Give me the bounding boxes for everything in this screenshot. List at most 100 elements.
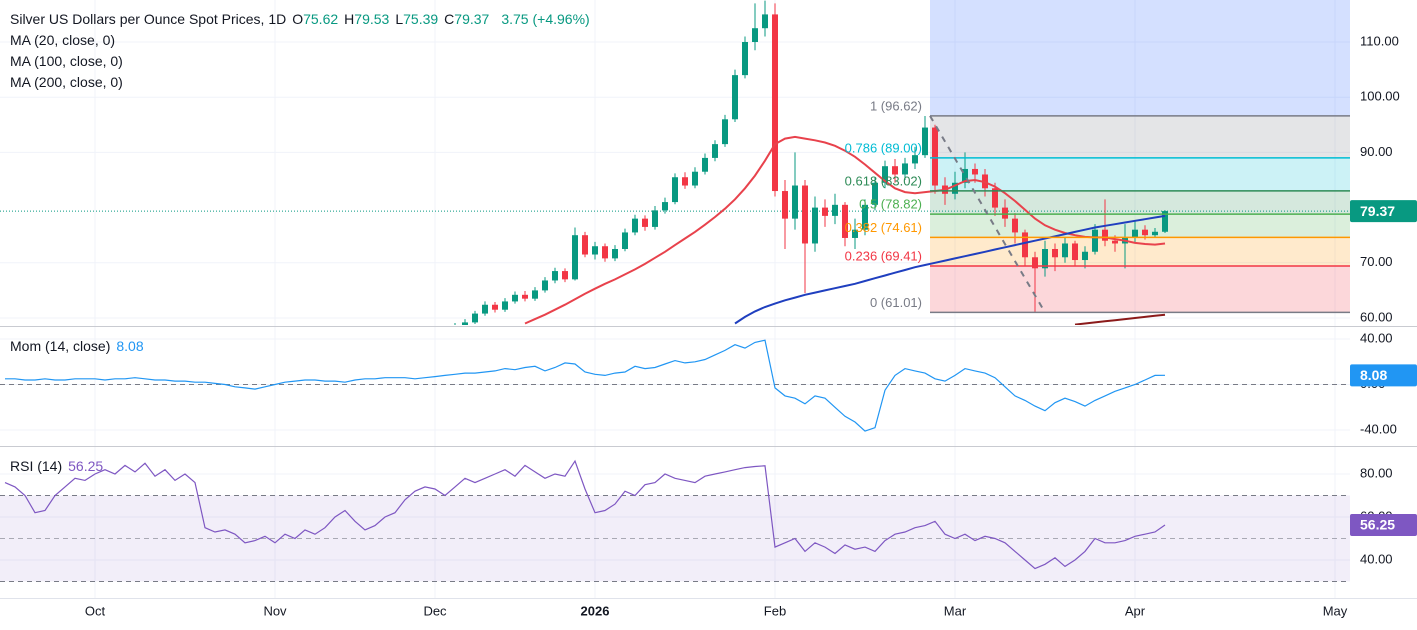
x-tick-label: Mar [944, 603, 967, 618]
candle-body [462, 322, 468, 325]
indicator-badge: 8.08 [1360, 367, 1387, 383]
fib-trend-line [929, 115, 1046, 313]
last-price-badge-bg [1350, 200, 1417, 223]
ohlc-value: 75.62 [303, 11, 339, 27]
x-tick-label: Dec [423, 603, 447, 618]
y-tick-label: 40.00 [1360, 551, 1393, 566]
fib-zone [930, 157, 1350, 191]
candle-body [1092, 229, 1098, 252]
rsi-legend: RSI (14) 56.25 [10, 456, 109, 477]
ohlc-value: 75.39 [403, 11, 439, 27]
candle-body [1062, 243, 1068, 258]
candle-body [632, 218, 638, 233]
candle-body [582, 235, 588, 255]
candle-body [732, 75, 738, 120]
candle-body [972, 168, 978, 175]
candle-body [752, 28, 758, 43]
y-tick-label: 70.00 [1360, 254, 1393, 269]
candle-body [1042, 248, 1048, 269]
candle-body [852, 229, 858, 238]
change: 3.75 (+4.96%) [501, 11, 590, 27]
legend-row: MA (100, close, 0) [10, 51, 596, 72]
candle-body [782, 191, 788, 219]
candle-body [922, 127, 928, 156]
indicator-line [5, 339, 1166, 432]
candle-body [872, 182, 878, 205]
fib-level-label: 0 (61.01) [870, 295, 922, 310]
candle-body [652, 210, 658, 227]
fib-zone [930, 190, 1350, 215]
indicator-name: Mom (14, close) [10, 338, 111, 354]
candle-body [902, 163, 908, 175]
ohlc-label: O [292, 11, 304, 27]
candle-body [1142, 229, 1148, 236]
indicator-badge-bg [1350, 364, 1417, 387]
candle-body [1002, 207, 1008, 219]
main-legend: Silver US Dollars per Ounce Spot Prices,… [10, 9, 596, 93]
candle-body [612, 248, 618, 259]
indicator-value: 8.08 [116, 338, 144, 354]
candle-body [842, 204, 848, 238]
candle-body [1082, 251, 1088, 261]
candle-body [962, 168, 968, 183]
candle-body [682, 177, 688, 186]
candle-body [772, 14, 778, 192]
candle-body [472, 313, 478, 323]
candle-body [912, 155, 918, 164]
fib-level-label: 0.5 (78.82) [859, 197, 922, 212]
candle-body [492, 304, 498, 310]
ohlc: O75.62 H79.53 L75.39 C79.37 [292, 11, 495, 27]
candle-body [542, 280, 548, 291]
fib-zone [930, 115, 1350, 158]
candle-body [812, 207, 818, 244]
candle-body [442, 329, 448, 332]
indicator-name: RSI (14) [10, 458, 63, 474]
y-tick-label: 80.00 [1360, 465, 1393, 480]
candle-body [802, 185, 808, 244]
x-tick-label: May [1323, 603, 1348, 618]
legend-row: MA (20, close, 0) [10, 30, 596, 51]
legend-row: MA (200, close, 0) [10, 72, 596, 93]
candle-body [522, 294, 528, 299]
candle-body [562, 271, 568, 280]
candle-body [532, 290, 538, 299]
ohlc-value: 79.53 [354, 11, 390, 27]
x-tick-label: Nov [263, 603, 287, 618]
ohlc-label: L [395, 11, 404, 27]
candle-body [642, 218, 648, 227]
candle-body [822, 207, 828, 216]
fib-zone [930, 266, 1350, 313]
x-tick-label: Feb [764, 603, 786, 618]
y-tick-label: -40.00 [1360, 421, 1397, 436]
candle-body [1112, 240, 1118, 244]
y-tick-label: 110.00 [1360, 33, 1399, 48]
candle-body [1052, 248, 1058, 258]
candle-body [502, 301, 508, 310]
legend-row: Silver US Dollars per Ounce Spot Prices,… [10, 9, 596, 30]
candle-body [1032, 257, 1038, 269]
indicator-badge-bg [1350, 514, 1417, 537]
x-tick-label: Apr [1125, 603, 1146, 618]
candle-body [1022, 232, 1028, 258]
candle-body [952, 182, 958, 194]
fib-zone [930, 214, 1350, 238]
candle-body [552, 271, 558, 281]
candle-body [482, 304, 488, 314]
candle-body [892, 166, 898, 175]
candle-body [722, 119, 728, 145]
candle-body [1132, 229, 1138, 238]
candle-body [832, 204, 838, 216]
moving-average [734, 214, 1166, 325]
fib-level-label: 1 (96.62) [870, 98, 922, 113]
candle-body [692, 171, 698, 186]
fib-level-label: 0.236 (69.41) [845, 248, 922, 263]
candle-body [1162, 211, 1168, 232]
ohlc-label: H [344, 11, 355, 27]
candle-body [712, 144, 718, 158]
candle-body [702, 157, 708, 172]
ohlc-label: C [444, 11, 455, 27]
candle-body [622, 232, 628, 249]
candle-body [602, 246, 608, 259]
candle-body [882, 166, 888, 183]
